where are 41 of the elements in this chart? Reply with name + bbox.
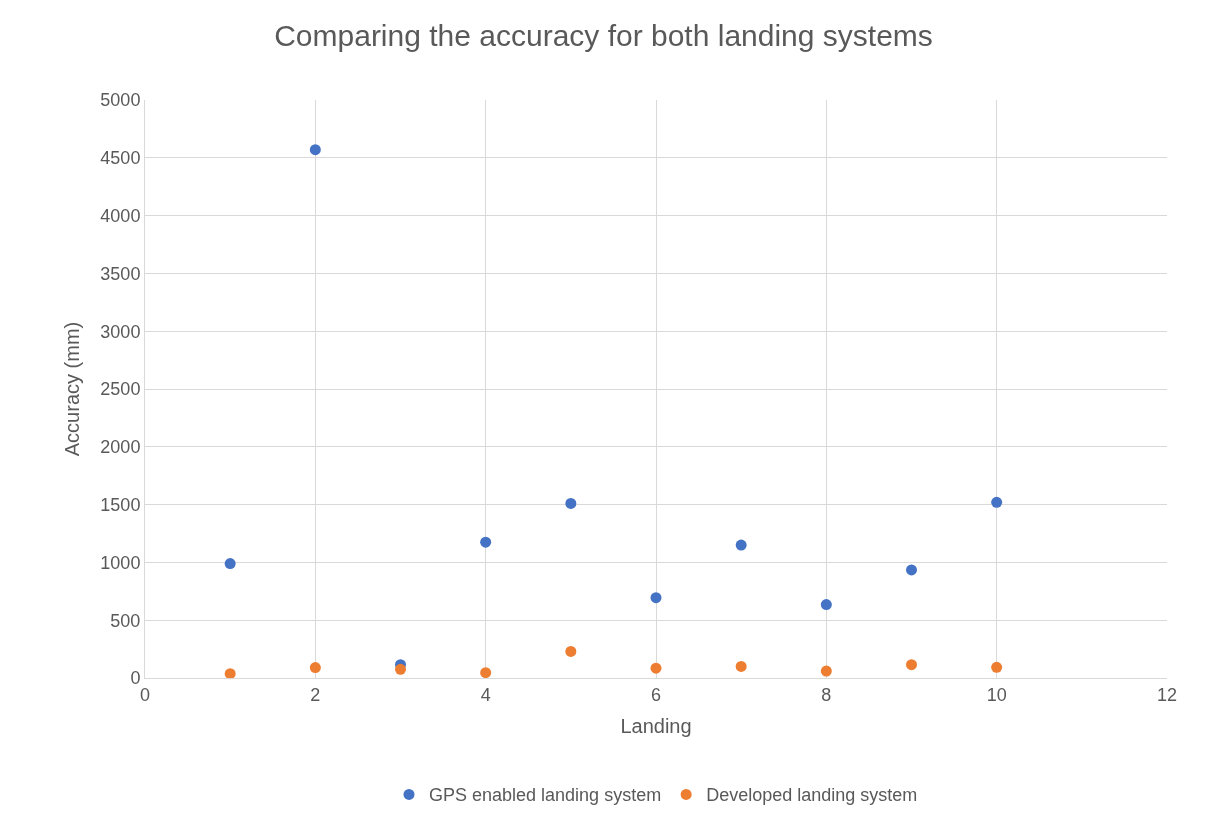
y-tick-label: 5000 (100, 90, 141, 111)
point (991, 496, 1003, 508)
y-tick-label: 4000 (100, 205, 141, 226)
point (991, 661, 1003, 673)
point (735, 660, 747, 672)
point (650, 662, 662, 674)
y-tick-label: 3000 (100, 321, 141, 342)
point (820, 665, 832, 677)
legend-label: GPS enabled landing system (429, 785, 662, 806)
y-tick-label: 2500 (100, 379, 141, 400)
point (395, 663, 406, 675)
point (565, 497, 577, 509)
y-tick-label: 1500 (100, 494, 141, 515)
point (224, 558, 236, 570)
y-tick-label: 3500 (100, 263, 141, 284)
point (480, 536, 492, 548)
point (309, 144, 321, 156)
point (224, 668, 236, 680)
x-tick-label: 12 (1156, 684, 1178, 705)
point (906, 564, 917, 576)
x-tick-label: 10 (986, 684, 1007, 705)
y-tick-label: 500 (110, 610, 141, 631)
point (565, 645, 577, 657)
y-tick-label: 4500 (100, 148, 141, 169)
x-axis-title: Landing (620, 715, 692, 738)
point (309, 662, 321, 674)
point (480, 667, 492, 679)
y-tick-label: 1000 (100, 552, 141, 573)
point (650, 592, 662, 604)
point (906, 659, 917, 671)
legend-label: Developed landing system (706, 785, 918, 806)
point (735, 539, 747, 551)
y-tick-label: 2000 (100, 437, 141, 458)
x-tick-label: 6 (650, 684, 662, 705)
y-tick-label: 0 (130, 668, 141, 689)
x-tick-label: 2 (310, 684, 321, 705)
chart-title: Comparing the accuracy for both landing systems (274, 18, 933, 52)
x-tick-label: 8 (821, 684, 832, 705)
point (820, 599, 832, 611)
x-tick-label: 4 (480, 684, 491, 705)
y-axis-title: Accuracy (mm) (60, 321, 83, 457)
